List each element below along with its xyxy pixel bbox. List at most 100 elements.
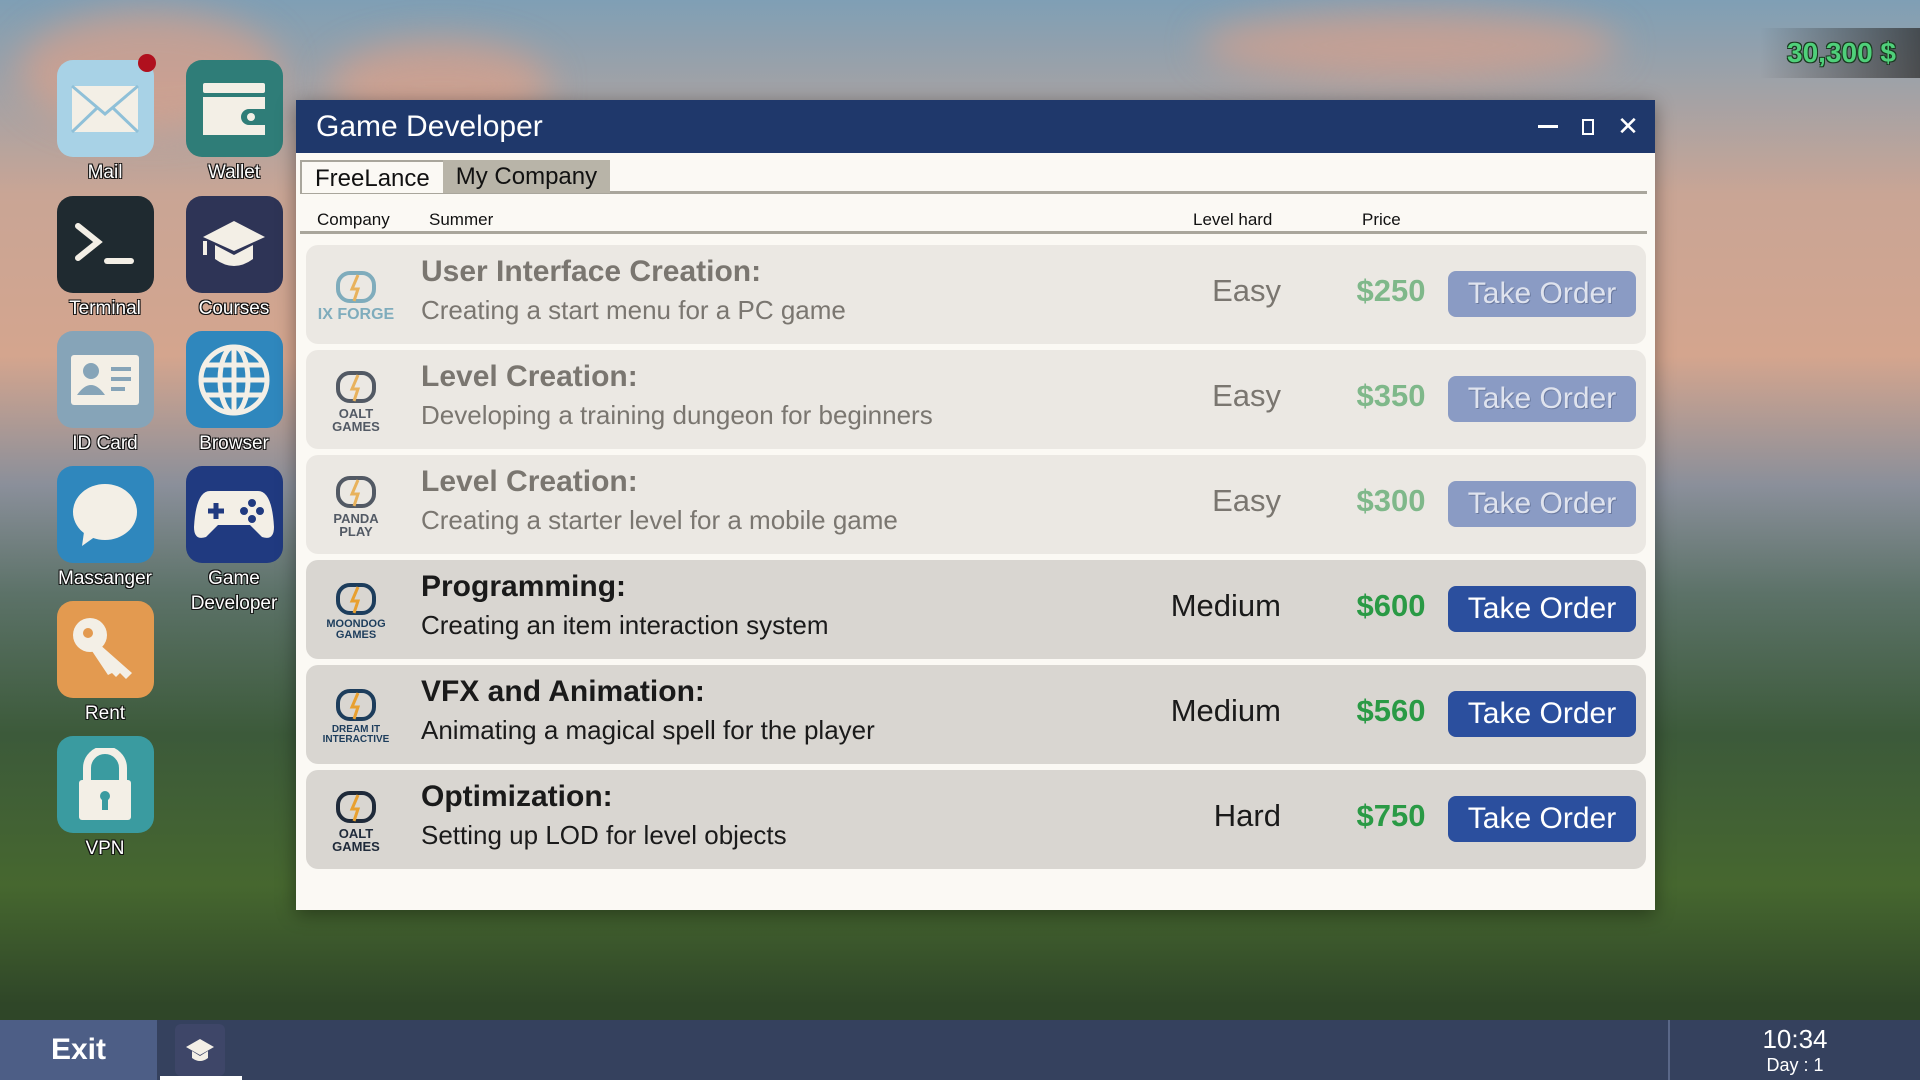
order-price: $250 — [1356, 273, 1426, 308]
active-window-indicator — [160, 1076, 242, 1080]
desktop-icon-label: Browser — [199, 433, 269, 454]
wallet-icon — [185, 60, 283, 157]
take-order-button[interactable]: Take Order — [1448, 376, 1636, 422]
order-row: IX FORGE User Interface Creation: Creati… — [306, 245, 1646, 344]
header-price: Price — [1362, 210, 1401, 229]
desktop-icon-label: Massanger — [58, 568, 152, 589]
tab-freelance[interactable]: FreeLance — [300, 160, 443, 193]
take-order-button[interactable]: Take Order — [1448, 796, 1636, 842]
lock-icon — [56, 736, 154, 833]
company-name: DREAM IT INTERACTIVE — [322, 724, 390, 745]
chat-bubble-icon — [56, 466, 154, 563]
window-titlebar[interactable]: Game Developer — [296, 100, 1655, 153]
order-description: Setting up LOD for level objects — [421, 820, 787, 850]
desktop-icon-label: Courses — [198, 298, 270, 319]
desktop-icon-vpn[interactable]: VPN — [55, 736, 155, 861]
key-icon — [56, 601, 154, 698]
company-logo: MOONDOG GAMES — [316, 570, 396, 650]
order-title: User Interface Creation: — [421, 255, 762, 288]
company-logo: IX FORGE — [316, 255, 396, 335]
cloud — [1200, 10, 1620, 80]
id-card-icon — [56, 331, 154, 428]
minimize-icon — [1538, 125, 1558, 128]
desktop-icon-rent[interactable]: Rent — [55, 601, 155, 726]
order-level: Medium — [1170, 693, 1281, 728]
take-order-button[interactable]: Take Order — [1448, 691, 1636, 737]
desktop-icon-massanger[interactable]: Massanger — [55, 466, 155, 591]
order-row: OALT GAMES Optimization: Setting up LOD … — [306, 770, 1646, 869]
exit-button[interactable]: Exit — [0, 1020, 157, 1080]
order-price: $300 — [1356, 483, 1426, 518]
desktop-icon-label: Rent — [84, 703, 126, 724]
company-logo-mark — [336, 689, 376, 721]
take-order-button[interactable]: Take Order — [1448, 271, 1636, 317]
header-company: Company — [317, 210, 390, 229]
order-level: Easy — [1212, 483, 1281, 518]
company-logo-mark — [336, 371, 376, 403]
take-order-button[interactable]: Take Order — [1448, 481, 1636, 527]
order-level: Hard — [1213, 798, 1281, 833]
order-title: Programming: — [421, 570, 627, 603]
desktop-icon-browser[interactable]: Browser — [184, 331, 284, 456]
desktop-icon-mail[interactable]: Mail — [55, 54, 156, 185]
company-logo-mark — [336, 476, 376, 508]
order-price: $600 — [1356, 588, 1426, 623]
company-logo: DREAM IT INTERACTIVE — [316, 675, 396, 755]
order-level: Easy — [1212, 273, 1281, 308]
order-title: Optimization: — [421, 780, 613, 813]
taskbar: Exit 10:34 Day : 1 — [0, 1020, 1920, 1080]
clock-time: 10:34 — [1762, 1024, 1828, 1054]
game-developer-window: Game Developer ✕ FreeLance My Company Co… — [296, 100, 1655, 910]
tab-my-company[interactable]: My Company — [442, 160, 611, 193]
mail-icon — [56, 54, 156, 157]
notification-badge — [137, 54, 156, 72]
desktop-icon-courses[interactable]: Courses — [184, 196, 284, 321]
order-title: VFX and Animation: — [421, 675, 705, 708]
company-name: IX FORGE — [317, 306, 395, 323]
order-row: MOONDOG GAMES Programming: Creating an i… — [306, 560, 1646, 659]
header-summary: Summer — [429, 210, 494, 229]
company-logo-mark — [336, 583, 376, 615]
order-level: Medium — [1170, 588, 1281, 623]
order-description: Developing a training dungeon for beginn… — [421, 400, 933, 430]
company-logo-mark — [336, 271, 376, 303]
desktop-icon-id-card[interactable]: ID Card — [55, 331, 155, 456]
desktop-icon-label: Terminal — [69, 298, 141, 319]
minimize-button[interactable] — [1528, 100, 1568, 153]
window-title: Game Developer — [316, 109, 543, 143]
company-logo: PANDA PLAY — [316, 465, 396, 545]
order-title: Level Creation: — [421, 360, 638, 393]
order-description: Creating a start menu for a PC game — [421, 295, 846, 325]
order-price: $750 — [1356, 798, 1426, 833]
company-name: OALT GAMES — [332, 826, 380, 854]
clock: 10:34 Day : 1 — [1668, 1020, 1920, 1080]
desktop-icon-label: Game Developer — [190, 568, 278, 614]
order-title: Level Creation: — [421, 465, 638, 498]
company-logo: OALT GAMES — [316, 780, 396, 860]
desktop-icon-wallet[interactable]: Wallet — [184, 60, 284, 185]
desktop-icon-game-developer[interactable]: Game Developer — [184, 466, 284, 616]
company-logo: OALT GAMES — [316, 360, 396, 440]
company-name: MOONDOG GAMES — [326, 618, 386, 641]
order-description: Animating a magical spell for the player — [421, 715, 875, 745]
order-price: $560 — [1356, 693, 1426, 728]
desktop-icon-terminal[interactable]: Terminal — [55, 196, 155, 321]
clock-day: Day : 1 — [1766, 1055, 1824, 1075]
balance-display: 30,300 $ — [1760, 28, 1920, 78]
desktop-icon-label: Wallet — [207, 162, 261, 183]
terminal-icon — [56, 196, 154, 293]
taskbar-courses-button[interactable] — [175, 1024, 225, 1076]
gamepad-icon — [185, 466, 283, 563]
company-name: OALT GAMES — [332, 406, 380, 434]
company-name: PANDA PLAY — [333, 511, 379, 539]
graduation-cap-icon — [186, 1039, 214, 1061]
maximize-button[interactable] — [1568, 100, 1608, 153]
graduation-cap-icon — [185, 196, 283, 293]
order-price: $350 — [1356, 378, 1426, 413]
desktop-icon-label: VPN — [85, 838, 125, 859]
close-button[interactable]: ✕ — [1608, 100, 1648, 153]
order-description: Creating a starter level for a mobile ga… — [421, 505, 898, 535]
tab-bar: FreeLance My Company — [300, 160, 1647, 194]
take-order-button[interactable]: Take Order — [1448, 586, 1636, 632]
maximize-icon — [1582, 118, 1594, 135]
